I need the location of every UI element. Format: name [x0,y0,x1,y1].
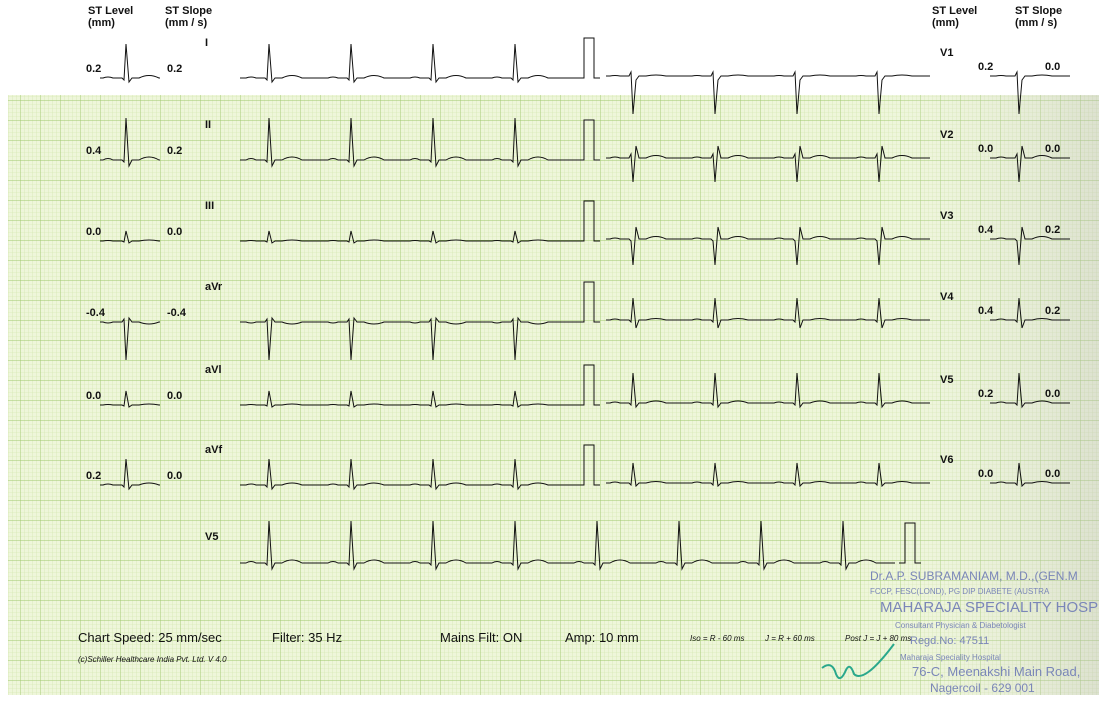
calibration-pulse [578,281,600,323]
ecg-trace [606,145,930,183]
st-slope: 0.2 [1045,224,1060,236]
ecg-trace [990,297,1070,329]
ecg-trace [100,43,160,84]
lead-label: I [205,37,208,49]
ecg-trace [606,462,930,488]
st-level: 0.0 [86,390,101,402]
ecg-trace [240,230,578,244]
st-level-title: ST Level [932,5,977,17]
signature [821,643,895,680]
mains-filter: Mains Filt: ON [440,630,522,645]
st-level: -0.4 [86,307,106,319]
ecg-trace [990,226,1070,266]
stamp-line: Consultant Physician & Diabetologist [895,621,1027,630]
post-j-note: Post J = J + 80 ms [845,634,911,643]
ecg-trace [606,226,930,266]
ecg-trace [100,117,160,168]
st-slope: 0.2 [167,145,182,157]
lead-label: III [205,200,214,212]
lead-label: V4 [940,291,954,303]
st-level: 0.4 [978,305,994,317]
calibration-pulse [578,37,600,79]
st-slope: 0.0 [167,470,182,482]
stamp-line: 76-C, Meenakshi Main Road, [912,664,1080,679]
stamp-line: Nagercoil - 629 001 [930,681,1035,695]
iso-note: Iso = R - 60 ms [690,634,744,643]
lead-label: V1 [940,47,953,59]
st-slope: 0.0 [167,226,182,238]
ecg-trace [100,390,160,408]
st-level: 0.0 [86,226,101,238]
st-level: 0.2 [978,61,993,73]
ecg-trace [100,458,160,491]
copyright: (c)Schiller Healthcare India Pvt. Ltd. V… [78,655,227,664]
st-slope: -0.4 [167,307,187,319]
st-slope: 0.2 [1045,305,1060,317]
st-slope-unit: (mm / s) [1015,17,1058,29]
ecg-trace [606,372,930,409]
stamp-line: MAHARAJA SPECIALITY HOSPIT [880,599,1099,616]
st-level: 0.0 [978,143,993,155]
lead-label: V6 [940,454,953,466]
st-slope-title: ST Slope [1015,5,1062,17]
ecg-trace [240,520,895,571]
stamp-line: Maharaja Speciality Hospital [900,653,1001,662]
j-note: J = R + 60 ms [764,634,815,643]
st-level: 0.4 [86,145,102,157]
rhythm-label: V5 [205,531,218,543]
lead-label: V2 [940,129,953,141]
lead-label: aVf [205,444,222,456]
ecg-trace [240,117,578,168]
ecg-trace [240,316,578,361]
st-slope: 0.0 [167,390,182,402]
ecg-trace [100,230,160,244]
amplitude: Amp: 10 mm [565,630,639,645]
calibration-pulse [899,522,921,564]
lead-label: aVr [205,281,223,293]
ecg-trace [240,390,578,408]
st-slope: 0.2 [167,63,182,75]
st-slope: 0.0 [1045,388,1060,400]
lead-label: aVl [205,364,222,376]
ecg-trace [990,372,1070,409]
chart-speed: Chart Speed: 25 mm/sec [78,630,222,645]
calibration-pulse [578,444,600,486]
st-level-title: ST Level [88,5,133,17]
st-level: 0.0 [978,468,993,480]
ecg-trace [240,458,578,491]
st-level: 0.2 [978,388,993,400]
ecg-trace [990,70,1070,115]
filter: Filter: 35 Hz [272,630,342,645]
ecg-trace [606,297,930,329]
st-level: 0.2 [86,470,101,482]
lead-label: V5 [940,374,953,386]
ecg-trace [100,316,160,361]
st-slope: 0.0 [1045,143,1060,155]
ecg-trace [240,43,578,84]
ecg-trace [606,70,930,115]
st-level-unit: (mm) [932,17,959,29]
calibration-pulse [578,119,600,161]
lead-label: V3 [940,210,953,222]
stamp-line: Dr.A.P. SUBRAMANIAM, M.D.,(GEN.M [870,569,1078,583]
st-slope-unit: (mm / s) [165,17,208,29]
st-slope-title: ST Slope [165,5,212,17]
stamp-line: FCCP, FESC(LOND), PG DIP DIABETE (AUSTRA [870,587,1050,596]
lead-label: II [205,119,211,131]
calibration-pulse [578,364,600,406]
stamp-line: Regd.No: 47511 [910,635,989,647]
st-level: 0.2 [86,63,101,75]
st-level: 0.4 [978,224,994,236]
calibration-pulse [578,200,600,242]
st-slope: 0.0 [1045,61,1060,73]
shade [560,95,1099,695]
st-level-unit: (mm) [88,17,115,29]
ecg-trace [990,462,1070,488]
ecg-trace [990,145,1070,183]
st-slope: 0.0 [1045,468,1060,480]
